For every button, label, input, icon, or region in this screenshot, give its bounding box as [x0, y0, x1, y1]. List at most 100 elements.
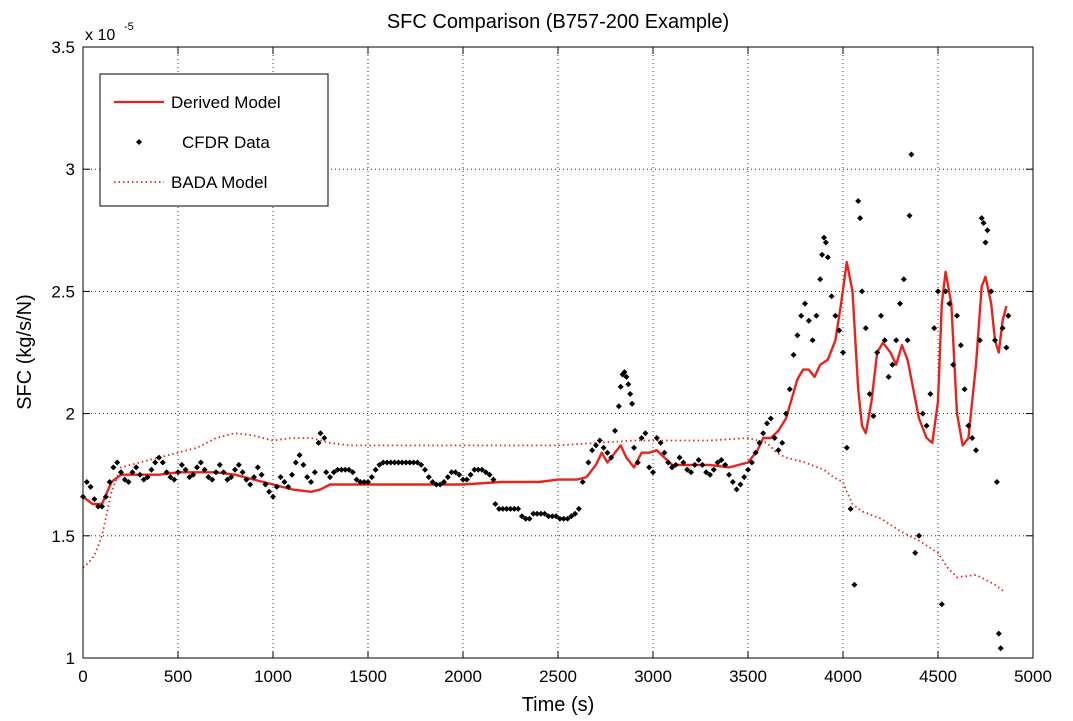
- cfdr-data-point: [650, 469, 656, 476]
- cfdr-data-point: [794, 332, 801, 339]
- cfdr-data-point: [475, 466, 482, 473]
- cfdr-data-point: [646, 464, 653, 471]
- cfdr-data-point: [323, 469, 330, 476]
- x-tick-label: 3000: [634, 667, 672, 686]
- cfdr-data-point: [642, 430, 649, 437]
- cfdr-data-point: [836, 327, 843, 334]
- cfdr-data-point: [931, 325, 938, 332]
- cfdr-data-point: [927, 391, 934, 397]
- cfdr-data-point: [695, 457, 702, 463]
- legend-label-bada-model: BADA Model: [171, 173, 267, 192]
- cfdr-data-point: [950, 361, 957, 368]
- cfdr-data-point: [631, 444, 637, 451]
- cfdr-data-point: [213, 469, 219, 476]
- cfdr-data-point: [406, 459, 413, 466]
- cfdr-data-point: [665, 459, 672, 466]
- cfdr-data-point: [460, 476, 466, 483]
- cfdr-data-point: [209, 476, 216, 483]
- cfdr-data-point: [822, 239, 829, 246]
- cfdr-data-point: [893, 337, 900, 344]
- cfdr-data-point: [395, 459, 402, 466]
- cfdr-data-point: [414, 459, 421, 466]
- cfdr-data-point: [235, 461, 242, 468]
- cfdr-data-point: [783, 410, 789, 417]
- cfdr-data-point: [938, 601, 945, 608]
- cfdr-data-point: [703, 469, 710, 476]
- cfdr-data-point: [859, 288, 865, 295]
- x-tick-label: 2500: [539, 667, 577, 686]
- cfdr-data-point: [741, 474, 748, 481]
- cfdr-data-point: [106, 479, 113, 485]
- cfdr-data-point: [969, 435, 976, 441]
- cfdr-data-point: [729, 479, 736, 485]
- cfdr-data-point: [118, 469, 124, 476]
- x-tick-label: 4000: [824, 667, 862, 686]
- cfdr-data-point: [775, 447, 782, 454]
- cfdr-data-point: [270, 493, 276, 500]
- cfdr-data-point: [843, 444, 850, 451]
- x-tick-label: 1500: [349, 667, 387, 686]
- cfdr-data-point: [851, 581, 858, 588]
- y-tick-label: 2.5: [51, 282, 75, 301]
- cfdr-data-point: [992, 337, 998, 344]
- cfdr-data-point: [589, 447, 596, 454]
- cfdr-data-point: [220, 469, 227, 476]
- cfdr-data-point: [737, 481, 744, 488]
- cfdr-data-point: [372, 466, 379, 473]
- cfdr-data-point: [718, 457, 725, 463]
- cfdr-data-point: [171, 476, 178, 483]
- cfdr-data-point: [499, 505, 506, 512]
- y-tick-label: 3.5: [51, 38, 75, 57]
- cfdr-data-point: [156, 454, 162, 461]
- cfdr-data-point: [661, 449, 668, 456]
- cfdr-data-point: [560, 515, 567, 522]
- cfdr-data-point: [688, 469, 694, 476]
- cfdr-data-point: [496, 505, 503, 512]
- cfdr-data-point: [137, 471, 143, 478]
- cfdr-data-point: [102, 493, 109, 500]
- x-tick-label: 500: [164, 667, 192, 686]
- cfdr-data-point: [243, 476, 250, 483]
- cfdr-data-point: [802, 300, 808, 307]
- cfdr-data-point: [129, 469, 136, 476]
- cfdr-data-point: [828, 293, 835, 300]
- cfdr-data-point: [978, 215, 985, 222]
- cfdr-data-point: [629, 400, 636, 407]
- cfdr-data-point: [866, 391, 873, 397]
- x-tick-label: 4500: [919, 667, 957, 686]
- cfdr-data-point: [247, 481, 254, 488]
- cfdr-data-point: [530, 510, 537, 517]
- cfdr-data-point: [148, 466, 155, 473]
- cfdr-data-point: [418, 461, 425, 468]
- cfdr-data-point: [965, 422, 972, 429]
- cfdr-data-point: [190, 471, 197, 478]
- cfdr-data-point: [511, 505, 518, 512]
- x-tick-label: 1000: [254, 667, 292, 686]
- cfdr-data-point: [653, 435, 660, 441]
- x-axis-label: Time (s): [522, 694, 595, 716]
- cfdr-data-point: [699, 461, 706, 468]
- cfdr-data-point: [657, 439, 664, 446]
- cfdr-data-point: [365, 479, 371, 485]
- cfdr-data-point: [95, 503, 102, 510]
- cfdr-data-point: [311, 469, 318, 476]
- cfdr-data-point: [680, 459, 687, 466]
- cfdr-data-point: [399, 459, 406, 466]
- cfdr-data-point: [585, 459, 592, 466]
- cfdr-data-point: [817, 276, 824, 283]
- cfdr-data-point: [942, 288, 949, 295]
- cfdr-data-point: [798, 312, 805, 319]
- cfdr-data-point: [490, 476, 497, 483]
- cfdr-data-point: [300, 461, 307, 468]
- y-tick-label: 1: [66, 649, 75, 668]
- chart-title: SFC Comparison (B757-200 Example): [387, 11, 729, 33]
- cfdr-data-point: [549, 513, 556, 520]
- cfdr-data-point: [448, 469, 455, 476]
- cfdr-data-point: [568, 513, 575, 520]
- cfdr-data-point: [760, 430, 767, 437]
- cfdr-data-point: [847, 505, 854, 512]
- cfdr-data-point: [593, 442, 599, 449]
- y-multiplier-base: x 10: [85, 27, 115, 44]
- cfdr-data-point: [492, 501, 499, 507]
- cfdr-data-point: [813, 312, 820, 319]
